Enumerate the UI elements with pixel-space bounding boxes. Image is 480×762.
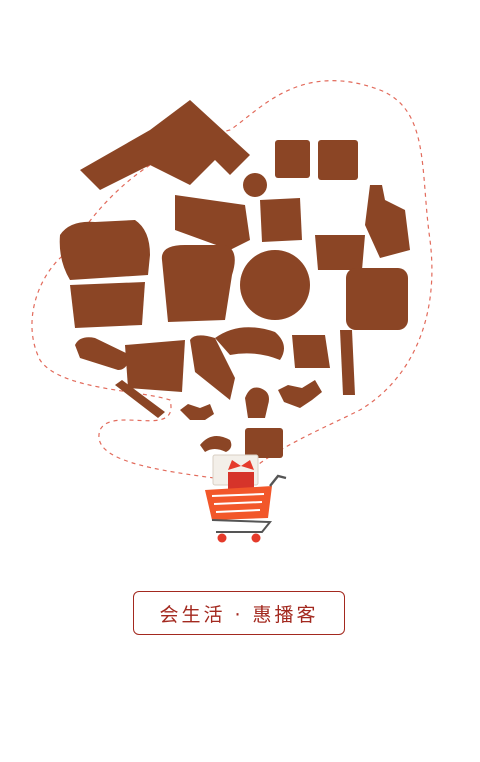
rolling-pin-icon <box>340 330 355 395</box>
mug-icon <box>292 335 330 368</box>
biscuit-icon <box>315 235 365 270</box>
slogan-text: 会生活 · 惠播客 <box>159 603 319 626</box>
donut-icon <box>240 250 310 320</box>
bottle-icon <box>365 185 410 258</box>
baguette-icon <box>75 337 130 370</box>
muffin-icon <box>243 173 267 197</box>
candy-icon <box>180 404 214 420</box>
biscuit-icon <box>70 282 145 328</box>
slogan-box: 会生活 · 惠播客 <box>133 591 345 635</box>
biscuit-icon <box>125 340 185 392</box>
toast-icon <box>161 245 235 322</box>
shopping-cart-icon <box>205 474 287 543</box>
house-icon <box>80 100 250 190</box>
dashed-heart-outline <box>31 80 433 481</box>
cracker-icon <box>318 140 358 180</box>
croissant-icon <box>215 327 284 360</box>
croissant-icon <box>200 436 232 452</box>
cracker-icon <box>275 140 310 178</box>
gift-icon <box>228 472 254 490</box>
sliced-bread-icon <box>175 195 250 250</box>
biscuit-icon <box>260 198 302 242</box>
rolling-pin-icon <box>115 380 165 418</box>
food-heart-illustration <box>31 80 433 543</box>
bread-loaf-icon <box>59 220 150 280</box>
cake-icon <box>346 268 408 330</box>
candy-icon <box>278 380 322 408</box>
ice-cream-icon <box>190 335 235 400</box>
box-icon <box>245 428 283 458</box>
cupcake-icon <box>245 387 269 418</box>
